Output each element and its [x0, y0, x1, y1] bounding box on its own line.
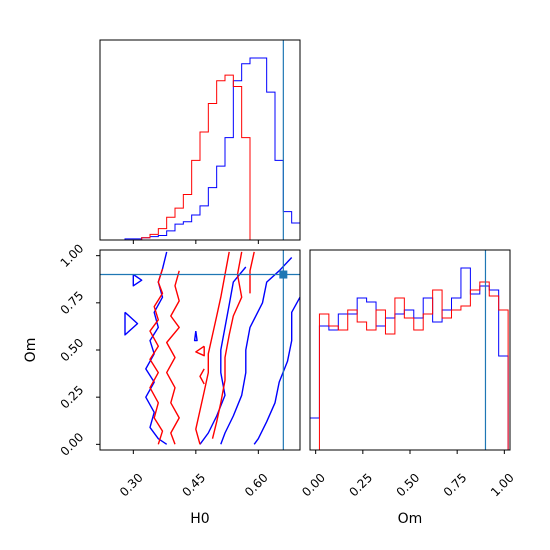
joint-y-axis-label: Om [23, 338, 39, 363]
joint-contour-7 [193, 331, 198, 342]
h0-histogram-series [100, 40, 301, 241]
h0-histogram-frame [99, 39, 301, 241]
h0-histogram-ticks [132, 240, 259, 244]
joint-contour-14 [199, 368, 205, 385]
joint-contour-13 [195, 345, 205, 357]
joint-contour-5 [132, 273, 143, 287]
h0-histogram-series-2 [100, 74, 300, 241]
joint-contour-4 [253, 296, 301, 445]
joint-contour-6 [124, 311, 139, 336]
joint-contour-2 [199, 266, 247, 445]
om-histogram-series [309, 250, 509, 451]
joint-contour-12 [249, 251, 255, 294]
joint-panel: 0.30 0.45 0.60 0.000.250.500.751.00 H0 Om [23, 241, 301, 527]
om-x-axis-label: Om [398, 511, 423, 527]
joint-contour-10 [195, 251, 230, 445]
joint-contour-8 [149, 268, 164, 445]
joint-truth-marker [279, 270, 288, 279]
joint-contours [100, 250, 301, 450]
joint-contour-9 [165, 270, 180, 445]
joint-contour-11 [211, 251, 243, 439]
joint-x-axis-label: H0 [190, 511, 209, 527]
om-histogram-series-2 [310, 281, 509, 451]
om-histogram-series-1 [309, 267, 509, 450]
h0-histogram-panel [99, 39, 301, 244]
joint-contour-3 [220, 257, 293, 445]
